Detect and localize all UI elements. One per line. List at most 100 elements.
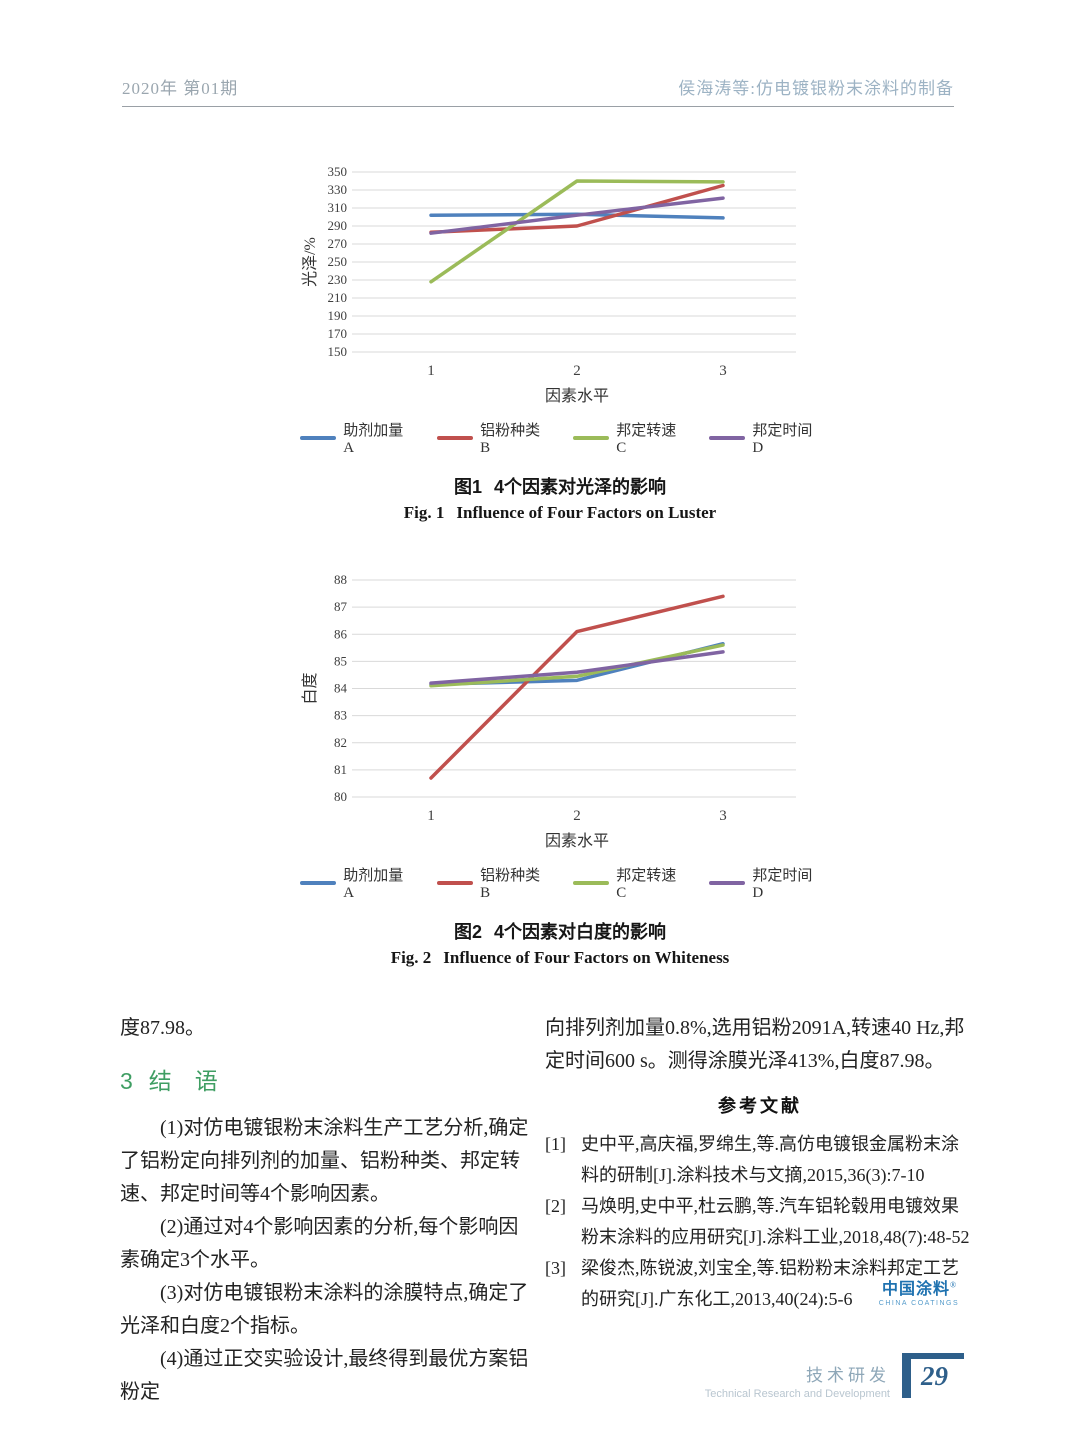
x-axis-title: 因素水平 <box>545 832 609 850</box>
footer-section-cn: 技术研发 <box>806 1366 890 1385</box>
reference-text: 梁俊杰,陈锐波,刘宝全,等.铝粉粉末涂料邦定工艺的研究[J].广东化工,2013… <box>581 1258 959 1309</box>
result-paragraph: 向排列剂加量0.8%,选用铝粉2091A,转速40 Hz,邦定时间600 s。测… <box>545 1017 965 1072</box>
carryover-text: 度87.98。 <box>120 1017 205 1039</box>
legend-line-swatch <box>573 436 610 440</box>
page-number: 29 <box>921 1361 948 1391</box>
chart-legend: 助剂加量A 铝粉种类B 邦定转速C 邦定时间D <box>300 864 820 902</box>
legend-line-swatch <box>300 881 337 885</box>
reference-text: 史中平,高庆福,罗绵生,等.高仿电镀银金属粉末涂料的研制[J].涂料技术与文摘,… <box>581 1134 959 1185</box>
figure-2-text-cn: 4个因素对白度的影响 <box>494 922 667 942</box>
legend-item: 铝粉种类B <box>436 864 547 902</box>
right-column: 向排列剂加量0.8%,选用铝粉2091A,转速40 Hz,邦定时间600 s。测… <box>545 1012 975 1315</box>
legend-label: 铝粉种类B <box>480 423 541 456</box>
series-line <box>429 650 725 685</box>
series-line <box>429 643 725 688</box>
y-axis-title: 光泽/% <box>301 237 319 287</box>
legend-line-swatch <box>436 881 474 885</box>
reference-marker: [3] <box>545 1258 566 1278</box>
legend-item: 邦定转速C <box>573 864 683 902</box>
y-tick-label: 350 <box>328 164 348 179</box>
x-tick-label: 3 <box>719 363 727 379</box>
china-coatings-logo: 中国涂料® CHINA COATINGS <box>860 1281 978 1307</box>
figure-2-caption-cn: 图2 4个因素对白度的影响 <box>300 918 820 944</box>
issue-label: 2020年 第01期 <box>122 79 239 98</box>
section-title: 结 语 <box>148 1068 218 1094</box>
page-number-badge: 29 <box>902 1353 964 1398</box>
y-tick-label: 88 <box>334 572 347 587</box>
y-tick-label: 80 <box>334 789 347 804</box>
series-line <box>429 183 725 235</box>
y-tick-label: 83 <box>334 708 347 723</box>
legend-label: 邦定时间D <box>752 423 813 456</box>
legend-label: 助剂加量A <box>343 423 404 456</box>
registered-mark-icon: ® <box>949 1280 957 1290</box>
figure-1-label-cn: 图1 <box>453 477 482 497</box>
legend-line-swatch <box>709 436 746 440</box>
page-footer: 技术研发 Technical Research and Development … <box>705 1353 964 1400</box>
section-number: 3 <box>120 1068 133 1094</box>
x-tick-label: 2 <box>573 808 581 824</box>
y-tick-label: 150 <box>328 344 348 359</box>
y-tick-label: 250 <box>328 254 348 269</box>
figure-2: 80 81 82 83 84 85 86 87 88 1 2 3 因素水平 白度 助剂加量A 铝粉种类B 邦定… <box>300 568 820 968</box>
chart-legend: 助剂加量A 铝粉种类B 邦定转速C 邦定时间D <box>300 419 820 457</box>
footer-section: 技术研发 Technical Research and Development <box>705 1361 890 1400</box>
footer-section-en: Technical Research and Development <box>704 1388 890 1400</box>
y-tick-label: 81 <box>334 762 347 777</box>
series-line <box>429 594 725 780</box>
y-tick-label: 84 <box>334 681 348 696</box>
page-header: 2020年 第01期 侯海涛等:仿电镀银粉末涂料的制备 <box>122 74 954 107</box>
x-tick-label: 1 <box>427 808 435 824</box>
y-tick-label: 87 <box>334 599 348 614</box>
reference-marker: [1] <box>545 1134 566 1154</box>
figure-2-label-en: Fig. 2 <box>390 948 432 967</box>
legend-item: 铝粉种类B <box>436 419 547 457</box>
figure-2-label-cn: 图2 <box>453 922 482 942</box>
figure-1-caption-en: Fig. 1 Influence of Four Factors on Luste… <box>300 503 820 523</box>
logo-text-en: CHINA COATINGS <box>878 1299 960 1307</box>
y-tick-label: 86 <box>334 626 348 641</box>
figure-1-label-en: Fig. 1 <box>403 503 445 522</box>
conclusion-paragraph: (1)对仿电镀银粉末涂料生产工艺分析,确定了铝粉定向排列剂的加量、铝粉种类、邦定… <box>120 1117 529 1205</box>
figure-2-text-en: Influence of Four Factors on Whiteness <box>443 948 730 967</box>
figure-1-text-cn: 4个因素对光泽的影响 <box>494 477 667 497</box>
y-tick-label: 290 <box>328 218 348 233</box>
logo-text-cn: 中国涂料 <box>881 1281 950 1298</box>
x-tick-label: 1 <box>427 363 435 379</box>
reference-text: 马焕明,史中平,杜云鹏,等.汽车铝轮毂用电镀效果粉末涂料的应用研究[J].涂料工… <box>581 1196 970 1247</box>
figure-1-caption-cn: 图1 4个因素对光泽的影响 <box>300 473 820 499</box>
y-tick-label: 230 <box>328 272 348 287</box>
reference-item: [1] 史中平,高庆福,罗绵生,等.高仿电镀银金属粉末涂料的研制[J].涂料技术… <box>545 1129 975 1191</box>
series-line <box>429 179 725 284</box>
reference-item: [2] 马焕明,史中平,杜云鹏,等.汽车铝轮毂用电镀效果粉末涂料的应用研究[J]… <box>545 1191 975 1253</box>
legend-label: 铝粉种类B <box>480 868 541 901</box>
legend-item: 邦定时间D <box>709 419 820 457</box>
legend-item: 邦定转速C <box>573 419 683 457</box>
luster-line-chart: 150 170 190 210 230 250 270 290 310 330 350 1 2 3 因素水平… <box>301 164 796 405</box>
legend-item: 助剂加量A <box>300 864 411 902</box>
legend-label: 邦定转速C <box>616 423 677 456</box>
legend-item: 助剂加量A <box>300 419 411 457</box>
y-tick-label: 310 <box>328 200 348 215</box>
y-tick-label: 210 <box>328 290 348 305</box>
y-axis-title: 白度 <box>301 672 319 704</box>
running-title: 侯海涛等:仿电镀银粉末涂料的制备 <box>678 79 954 98</box>
series-line <box>429 196 725 235</box>
figure-2-caption-en: Fig. 2 Influence of Four Factors on White… <box>300 948 820 968</box>
legend-line-swatch <box>709 881 746 885</box>
y-tick-label: 190 <box>328 308 348 323</box>
reference-marker: [2] <box>545 1196 566 1216</box>
y-tick-label: 85 <box>334 653 347 668</box>
conclusion-heading: 3 结 语 <box>120 1065 534 1098</box>
x-tick-label: 3 <box>719 808 727 824</box>
conclusion-paragraph: (4)通过正交实验设计,最终得到最优方案铝粉定 <box>120 1348 529 1403</box>
legend-label: 邦定时间D <box>752 868 813 901</box>
legend-item: 邦定时间D <box>709 864 820 902</box>
legend-label: 助剂加量A <box>343 868 404 901</box>
y-tick-label: 270 <box>328 236 348 251</box>
legend-line-swatch <box>300 436 337 440</box>
y-tick-label: 330 <box>328 182 348 197</box>
legend-label: 邦定转速C <box>616 868 677 901</box>
x-axis-title: 因素水平 <box>545 387 609 405</box>
